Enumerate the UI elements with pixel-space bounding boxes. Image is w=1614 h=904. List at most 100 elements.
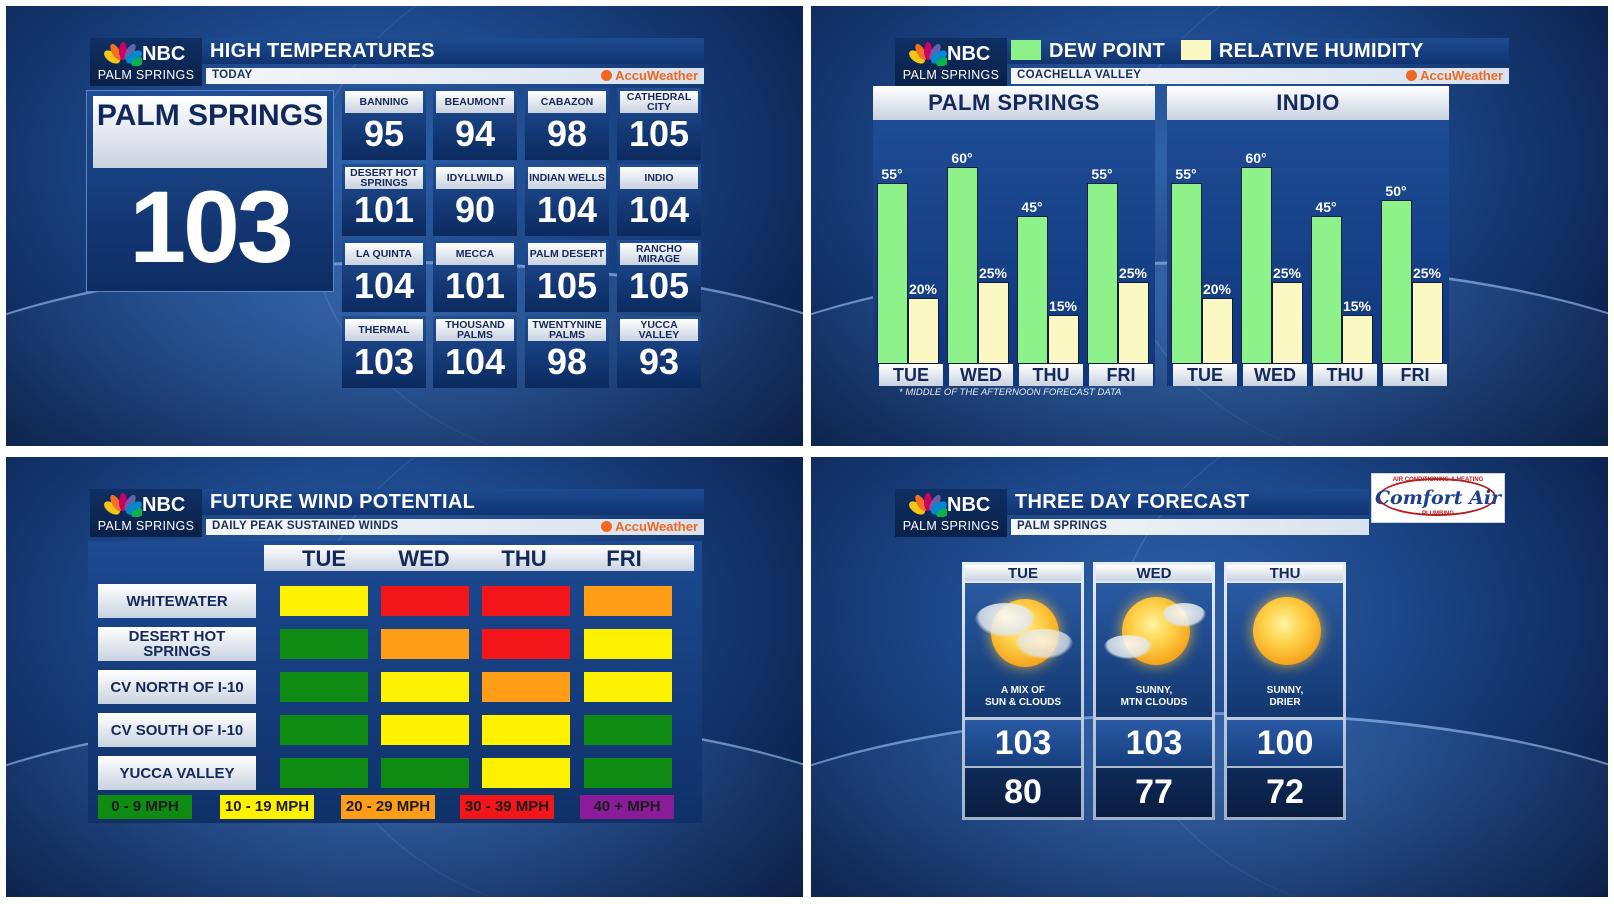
city-tile-name: INDIO [620, 167, 698, 189]
city-tile-temp: 104 [536, 189, 598, 230]
city-tile-temp: 105 [536, 265, 598, 306]
panel-subtitle: DAILY PEAK SUSTAINED WINDS [212, 520, 399, 532]
chart-indio: INDIO TUE 55° 20% WED 60° 25% THU 45° 15% FRI 50° 2… [1167, 86, 1449, 386]
wind-row-label: CV SOUTH OF I-10 [98, 713, 256, 747]
sponsor-name: Comfort Air [1374, 487, 1502, 509]
peacock-icon [104, 493, 142, 517]
peacock-icon [909, 493, 947, 517]
wind-cell-yellow [482, 715, 570, 745]
city-tile: THERMAL 103 [342, 316, 426, 388]
network-name: NBC [142, 494, 186, 516]
city-tile-name: RANCHO MIRAGE [620, 243, 698, 265]
city-tile-name: PALM DESERT [528, 243, 606, 265]
forecast-high: 100 [1227, 720, 1343, 766]
wind-cell-red [381, 586, 469, 616]
humidity-bar [1202, 298, 1233, 364]
chart-category-label: THU [1313, 364, 1377, 386]
city-tile: YUCCA VALLEY 93 [617, 316, 701, 388]
forecast-low: 72 [1227, 768, 1343, 817]
humidity-bar [978, 281, 1009, 364]
forecast-day-label: THU [1227, 565, 1343, 582]
bar-value-label: 20% [908, 281, 938, 298]
wind-cell-green [280, 758, 368, 788]
forecast-day-card: THU SUNNY, DRIER 100 72 [1224, 562, 1346, 820]
featured-city-box: PALM SPRINGS 103 [86, 90, 334, 292]
city-tile-temp: 101 [353, 189, 415, 230]
bar-value-label: 15% [1342, 297, 1372, 314]
featured-city-temp: 103 [129, 170, 293, 284]
city-tile: DESERT HOT SPRINGS 101 [342, 164, 426, 236]
panel-subtitle: PALM SPRINGS [1017, 520, 1108, 532]
accuweather-sun-icon [601, 70, 613, 81]
city-tile: BANNING 95 [342, 88, 426, 160]
city-tile-temp: 90 [454, 189, 496, 230]
chart-title: INDIO [1167, 86, 1449, 120]
humidity-bar [1118, 281, 1149, 364]
city-tile-temp: 104 [444, 341, 506, 382]
panel-title: THREE DAY FORECAST [1015, 491, 1250, 513]
panel-subtitle: TODAY [212, 69, 253, 81]
city-tile-temp: 93 [638, 341, 680, 382]
forecast-low: 77 [1096, 768, 1212, 817]
wind-cell-red [482, 629, 570, 659]
humidity-bar [1048, 314, 1079, 364]
wind-legend-item: 20 - 29 MPH [341, 795, 435, 819]
chart-category-label: WED [949, 364, 1013, 386]
sponsor-logo: AIR CONDITIONING & HEATING Comfort Air P… [1371, 473, 1505, 523]
city-tile-temp: 104 [353, 265, 415, 306]
nbc-logo: NBC PALM SPRINGS [90, 38, 202, 86]
forecast-sky: SUNNY, DRIER [1227, 583, 1343, 717]
city-tile-name: BANNING [345, 91, 423, 113]
city-tile-temp: 98 [546, 113, 588, 154]
dew-point-bar [1171, 183, 1202, 364]
bar-value-label: 50° [1385, 182, 1407, 199]
wind-day-header: TUE WED THU FRI [264, 545, 694, 571]
chart-category-label: WED [1243, 364, 1307, 386]
featured-city-name: PALM SPRINGS [93, 96, 327, 168]
wind-row-label: YUCCA VALLEY [98, 756, 256, 790]
future-wind-panel: NBC PALM SPRINGS FUTURE WIND POTENTIAL D… [6, 457, 803, 897]
humidity-bar [1342, 314, 1373, 364]
forecast-day-card: WED SUNNY, MTN CLOUDS 103 77 [1093, 562, 1215, 820]
city-tile-name: THERMAL [345, 319, 423, 341]
city-tile-temp: 98 [546, 341, 588, 382]
humidity-bar [908, 298, 939, 364]
chart-category-label: TUE [879, 364, 943, 386]
city-tile-name: DESERT HOT SPRINGS [345, 167, 423, 189]
accuweather-sun-icon [1406, 70, 1418, 81]
nbc-logo: NBC PALM SPRINGS [90, 489, 202, 537]
city-tile-temp: 104 [628, 189, 690, 230]
wind-day-label: THU [501, 546, 547, 571]
wind-row-label: DESERT HOT SPRINGS [98, 627, 256, 661]
network-name: NBC [947, 494, 991, 516]
city-tile: RANCHO MIRAGE 105 [617, 240, 701, 312]
city-tile-temp: 105 [628, 113, 690, 154]
peacock-icon [104, 42, 142, 66]
city-tile-name: IDYLLWILD [436, 167, 514, 189]
chart-palm-springs: PALM SPRINGS TUE 55° 20% WED 60° 25% THU 45° 15%… [873, 86, 1155, 386]
bar-value-label: 45° [1021, 199, 1043, 216]
forecast-day-label: WED [1096, 565, 1212, 582]
wind-cell-orange [381, 629, 469, 659]
wind-legend-item: 30 - 39 MPH [460, 795, 554, 819]
forecast-low: 80 [965, 768, 1081, 817]
wind-cell-green [584, 715, 672, 745]
wind-cell-orange [482, 672, 570, 702]
humidity-bar [1412, 281, 1443, 364]
panel-header: NBC PALM SPRINGS HIGH TEMPERATURES TODAY… [90, 38, 704, 86]
dew-point-humidity-panel: NBC PALM SPRINGS DEW POINT RELATIVE HUMI… [811, 6, 1608, 446]
city-tile: INDIO 104 [617, 164, 701, 236]
city-tile-name: YUCCA VALLEY [620, 319, 698, 341]
city-tile-name: MECCA [436, 243, 514, 265]
three-day-forecast-panel: NBC PALM SPRINGS THREE DAY FORECAST PALM… [811, 457, 1608, 897]
city-tile: LA QUINTA 104 [342, 240, 426, 312]
humidity-legend-swatch [1180, 40, 1211, 60]
city-tile: BEAUMONT 94 [433, 88, 517, 160]
panel-title: DEW POINT RELATIVE HUMIDITY [1011, 40, 1424, 63]
wind-cell-yellow [584, 629, 672, 659]
wind-cell-yellow [584, 672, 672, 702]
forecast-sky: SUNNY, MTN CLOUDS [1096, 583, 1212, 717]
dew-point-bar [877, 183, 908, 364]
station-city: PALM SPRINGS [902, 68, 1000, 82]
accuweather-logo: AccuWeather [1406, 68, 1503, 83]
